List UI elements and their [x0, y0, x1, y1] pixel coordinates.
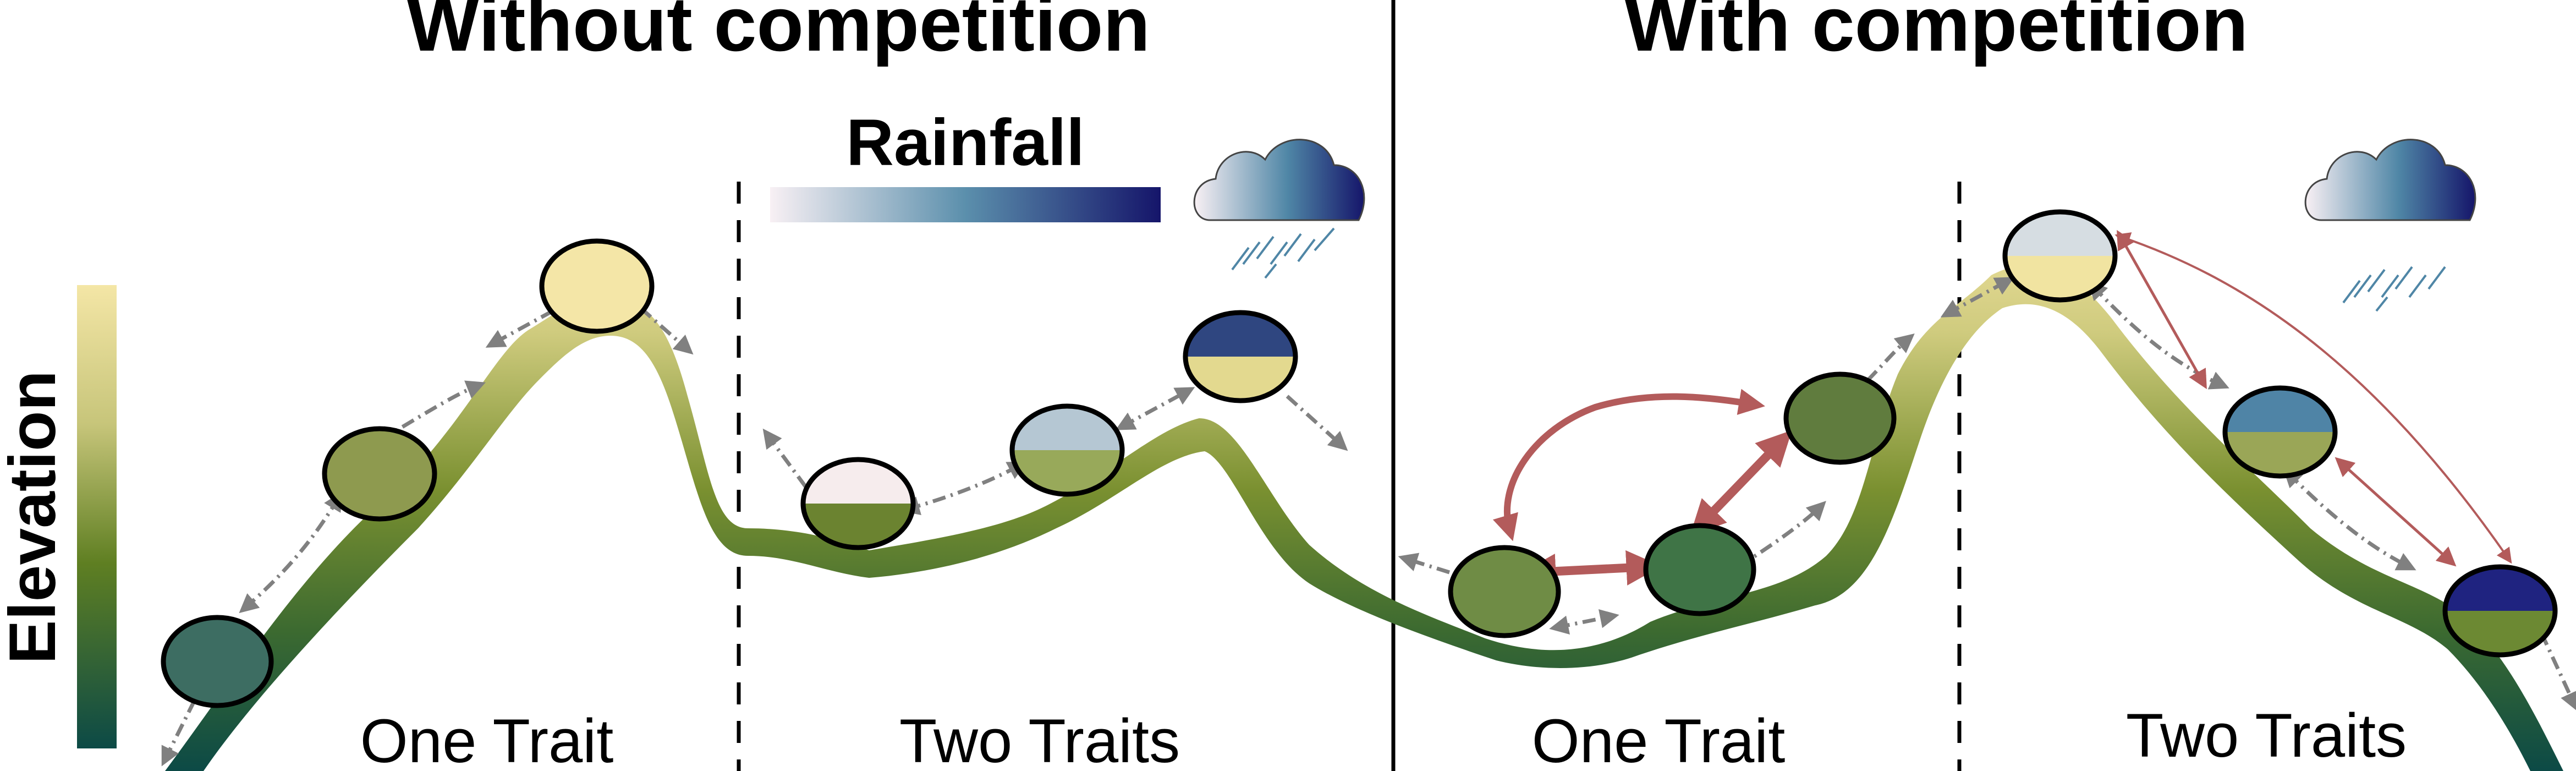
competitor-population-1: [1448, 545, 1561, 638]
population-two-trait-2: [1009, 403, 1125, 497]
population-high-elevation: [539, 238, 655, 334]
right-panel-title: With competition: [1624, 0, 2248, 67]
competitor-population-2: [1643, 523, 1756, 616]
competitor-two-trait-2: [2222, 385, 2338, 479]
population-two-trait-3: [1183, 310, 1298, 403]
left-panel-title: Without competition: [407, 0, 1150, 67]
competitor-two-trait-1: [2002, 209, 2118, 303]
section-label-left-two-traits: Two Traits: [899, 707, 1180, 771]
population-low-elevation: [161, 615, 274, 708]
rainfall-color-bar: [770, 187, 1161, 222]
competitor-two-trait-3: [2442, 564, 2558, 658]
population-mid-elevation: [322, 426, 437, 522]
landscape-ridge: [165, 264, 2563, 771]
section-label-right-one-trait: One Trait: [1532, 707, 1786, 771]
section-label-left-one-trait: One Trait: [360, 707, 614, 771]
rain-cloud-icon: [1193, 139, 1365, 279]
competitor-population-3: [1783, 371, 1897, 465]
elevation-label: Elevation: [0, 370, 69, 664]
section-label-right-two-traits: Two Traits: [2126, 701, 2407, 770]
rainfall-label: Rainfall: [846, 106, 1084, 179]
rain-cloud-icon: [2304, 139, 2476, 312]
elevation-color-bar: [77, 285, 117, 748]
population-two-trait-1: [800, 457, 916, 550]
